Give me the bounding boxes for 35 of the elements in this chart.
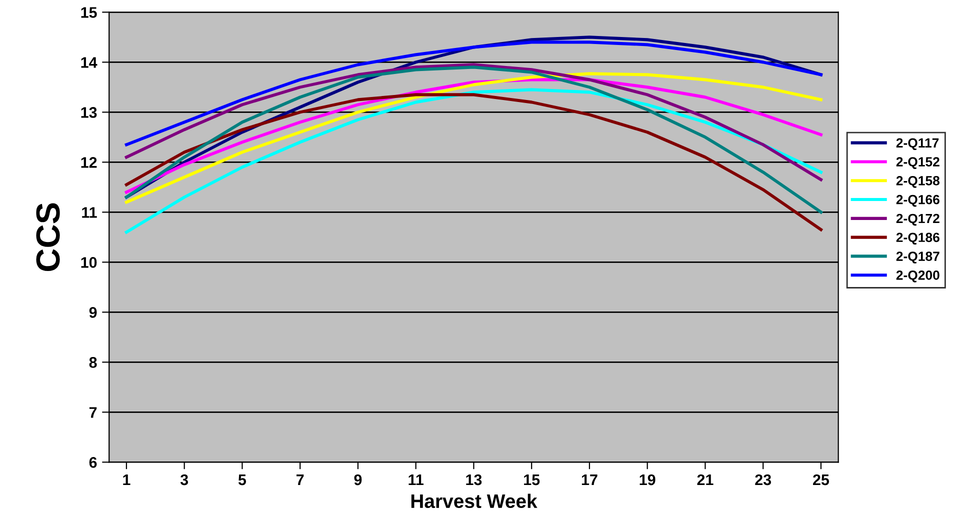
line-series — [124, 40, 822, 146]
legend-label: 2-Q152 — [896, 157, 940, 169]
legend-label: 2-Q166 — [896, 194, 940, 207]
x-tick-label: 5 — [238, 474, 246, 486]
y-tick-label: 6 — [89, 457, 97, 468]
legend-label: 2-Q117 — [896, 138, 939, 150]
x-tick-label: 23 — [755, 474, 772, 486]
y-tick-label: 7 — [89, 407, 97, 418]
x-tick-label: 19 — [640, 474, 656, 486]
x-tick-label: 15 — [524, 474, 540, 486]
x-tick-label: 21 — [697, 474, 714, 486]
x-tick-label: 25 — [813, 474, 830, 486]
y-tick-label: 12 — [81, 157, 97, 168]
y-tick-label: 10 — [81, 257, 97, 268]
x-tick-label: 9 — [354, 474, 362, 486]
y-tick-label: 13 — [81, 107, 97, 118]
y-tick-label: 15 — [81, 7, 97, 18]
legend-label: 2-Q172 — [896, 214, 940, 226]
x-tick-label: 11 — [408, 474, 424, 486]
legend-label: 2-Q200 — [896, 270, 940, 282]
y-tick-label: 8 — [89, 357, 97, 368]
x-tick-label: 1 — [123, 474, 130, 486]
line-series — [124, 63, 822, 182]
y-tick-label: 9 — [89, 307, 97, 318]
x-tick-label: 3 — [180, 474, 188, 486]
legend-label: 2-Q187 — [896, 252, 940, 264]
x-tick-label: 17 — [582, 474, 598, 486]
legend-label: 2-Q186 — [896, 232, 940, 245]
y-axis-title: CCS — [36, 203, 60, 271]
x-axis-title: Harvest Week — [411, 494, 538, 508]
y-tick-label: 14 — [81, 57, 98, 68]
x-tick-label: 7 — [296, 474, 304, 486]
legend-label: 2-Q158 — [896, 176, 940, 188]
y-tick-label: 11 — [82, 207, 97, 218]
x-tick-label: 13 — [466, 474, 482, 486]
